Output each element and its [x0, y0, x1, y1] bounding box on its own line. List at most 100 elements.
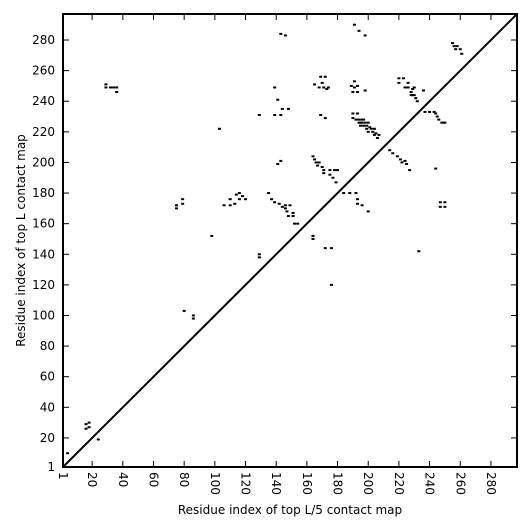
x-tick-label: 20 — [85, 472, 99, 487]
contact-point — [257, 114, 261, 117]
contact-point — [286, 215, 290, 218]
contact-point — [372, 133, 376, 136]
contact-point — [329, 283, 333, 286]
contact-point — [355, 91, 359, 94]
contact-point — [322, 86, 326, 89]
x-tick-label: 80 — [177, 472, 191, 487]
contact-point — [437, 118, 441, 121]
y-tick-label: 200 — [32, 155, 55, 169]
y-tick-label: 60 — [40, 370, 55, 384]
contact-point — [438, 205, 442, 208]
contact-point — [293, 222, 297, 225]
contact-point — [240, 195, 244, 198]
contact-point — [454, 48, 458, 51]
contact-point — [115, 86, 119, 89]
contact-point — [460, 52, 464, 55]
y-tick-label: 240 — [32, 94, 55, 108]
contact-point — [283, 34, 287, 37]
contact-point — [397, 81, 401, 84]
contact-point — [115, 91, 119, 94]
contact-point — [109, 86, 113, 89]
contact-point — [323, 75, 327, 78]
x-tick-label: 40 — [116, 472, 130, 487]
contact-point — [228, 204, 232, 207]
contact-point — [329, 247, 333, 250]
contact-point — [366, 130, 370, 133]
contact-point — [181, 202, 185, 205]
contact-point — [191, 317, 195, 320]
contact-point — [411, 87, 415, 90]
contact-point — [84, 423, 88, 426]
contact-point — [319, 75, 323, 78]
contact-point — [276, 98, 280, 101]
contact-point — [371, 130, 375, 133]
contact-point — [257, 256, 261, 259]
contact-point — [368, 126, 372, 129]
contact-point — [181, 198, 185, 201]
diagonal-line — [62, 13, 518, 468]
contact-point — [182, 309, 186, 312]
contact-point — [405, 162, 409, 165]
contact-point — [286, 107, 290, 110]
x-tick-label: 180 — [331, 472, 345, 495]
contact-point — [363, 34, 367, 37]
contact-point — [360, 204, 364, 207]
contact-point — [323, 247, 327, 250]
contact-point — [191, 314, 195, 317]
contact-point — [372, 127, 376, 130]
x-tick-label: 220 — [392, 472, 406, 495]
contact-point — [359, 121, 363, 124]
contact-point — [440, 121, 444, 124]
contact-point — [421, 89, 425, 92]
contact-point — [326, 86, 330, 89]
contact-point — [320, 166, 324, 169]
contact-point — [351, 117, 355, 120]
contact-point — [441, 121, 445, 124]
x-tick-label: 280 — [484, 472, 498, 495]
contact-point — [354, 118, 358, 121]
y-tick-label: 260 — [32, 64, 55, 78]
contact-point — [270, 198, 274, 201]
contact-point — [360, 121, 364, 124]
contact-point — [408, 169, 412, 172]
contact-point — [175, 207, 178, 210]
contact-point — [328, 169, 332, 172]
contact-point — [314, 161, 318, 164]
contact-point — [375, 136, 379, 139]
contact-point — [332, 169, 336, 172]
contact-point — [320, 81, 324, 84]
contact-point — [233, 202, 237, 205]
contact-point — [311, 155, 315, 158]
contact-point — [366, 210, 370, 213]
contact-point — [391, 152, 395, 155]
contact-point — [452, 45, 456, 48]
contact-point — [342, 192, 346, 195]
x-tick-label: 140 — [269, 472, 283, 495]
x-tick-label: 240 — [423, 472, 437, 495]
contact-point — [280, 205, 284, 208]
contact-point — [273, 114, 277, 117]
contact-point — [334, 181, 338, 184]
contact-point — [276, 162, 280, 165]
contact-point — [362, 124, 366, 127]
contact-point — [322, 169, 326, 172]
contact-point — [443, 205, 447, 208]
contact-point — [438, 201, 442, 204]
contact-point — [279, 159, 283, 162]
x-tick-label: 160 — [300, 472, 314, 495]
contact-point — [363, 89, 367, 92]
y-tick-label: 160 — [32, 217, 55, 231]
contact-point — [283, 207, 287, 210]
x-tick-label: 260 — [453, 472, 467, 495]
contact-point — [365, 127, 369, 130]
contact-point — [279, 32, 283, 35]
contact-point — [277, 202, 281, 205]
contact-point — [273, 86, 277, 89]
contact-point — [228, 198, 232, 201]
y-tick-label: 1 — [47, 460, 55, 474]
contact-point — [434, 167, 438, 170]
y-axis-label: Residue index of top L contact map — [14, 134, 28, 347]
contact-point — [280, 107, 284, 110]
contact-point — [323, 117, 327, 120]
